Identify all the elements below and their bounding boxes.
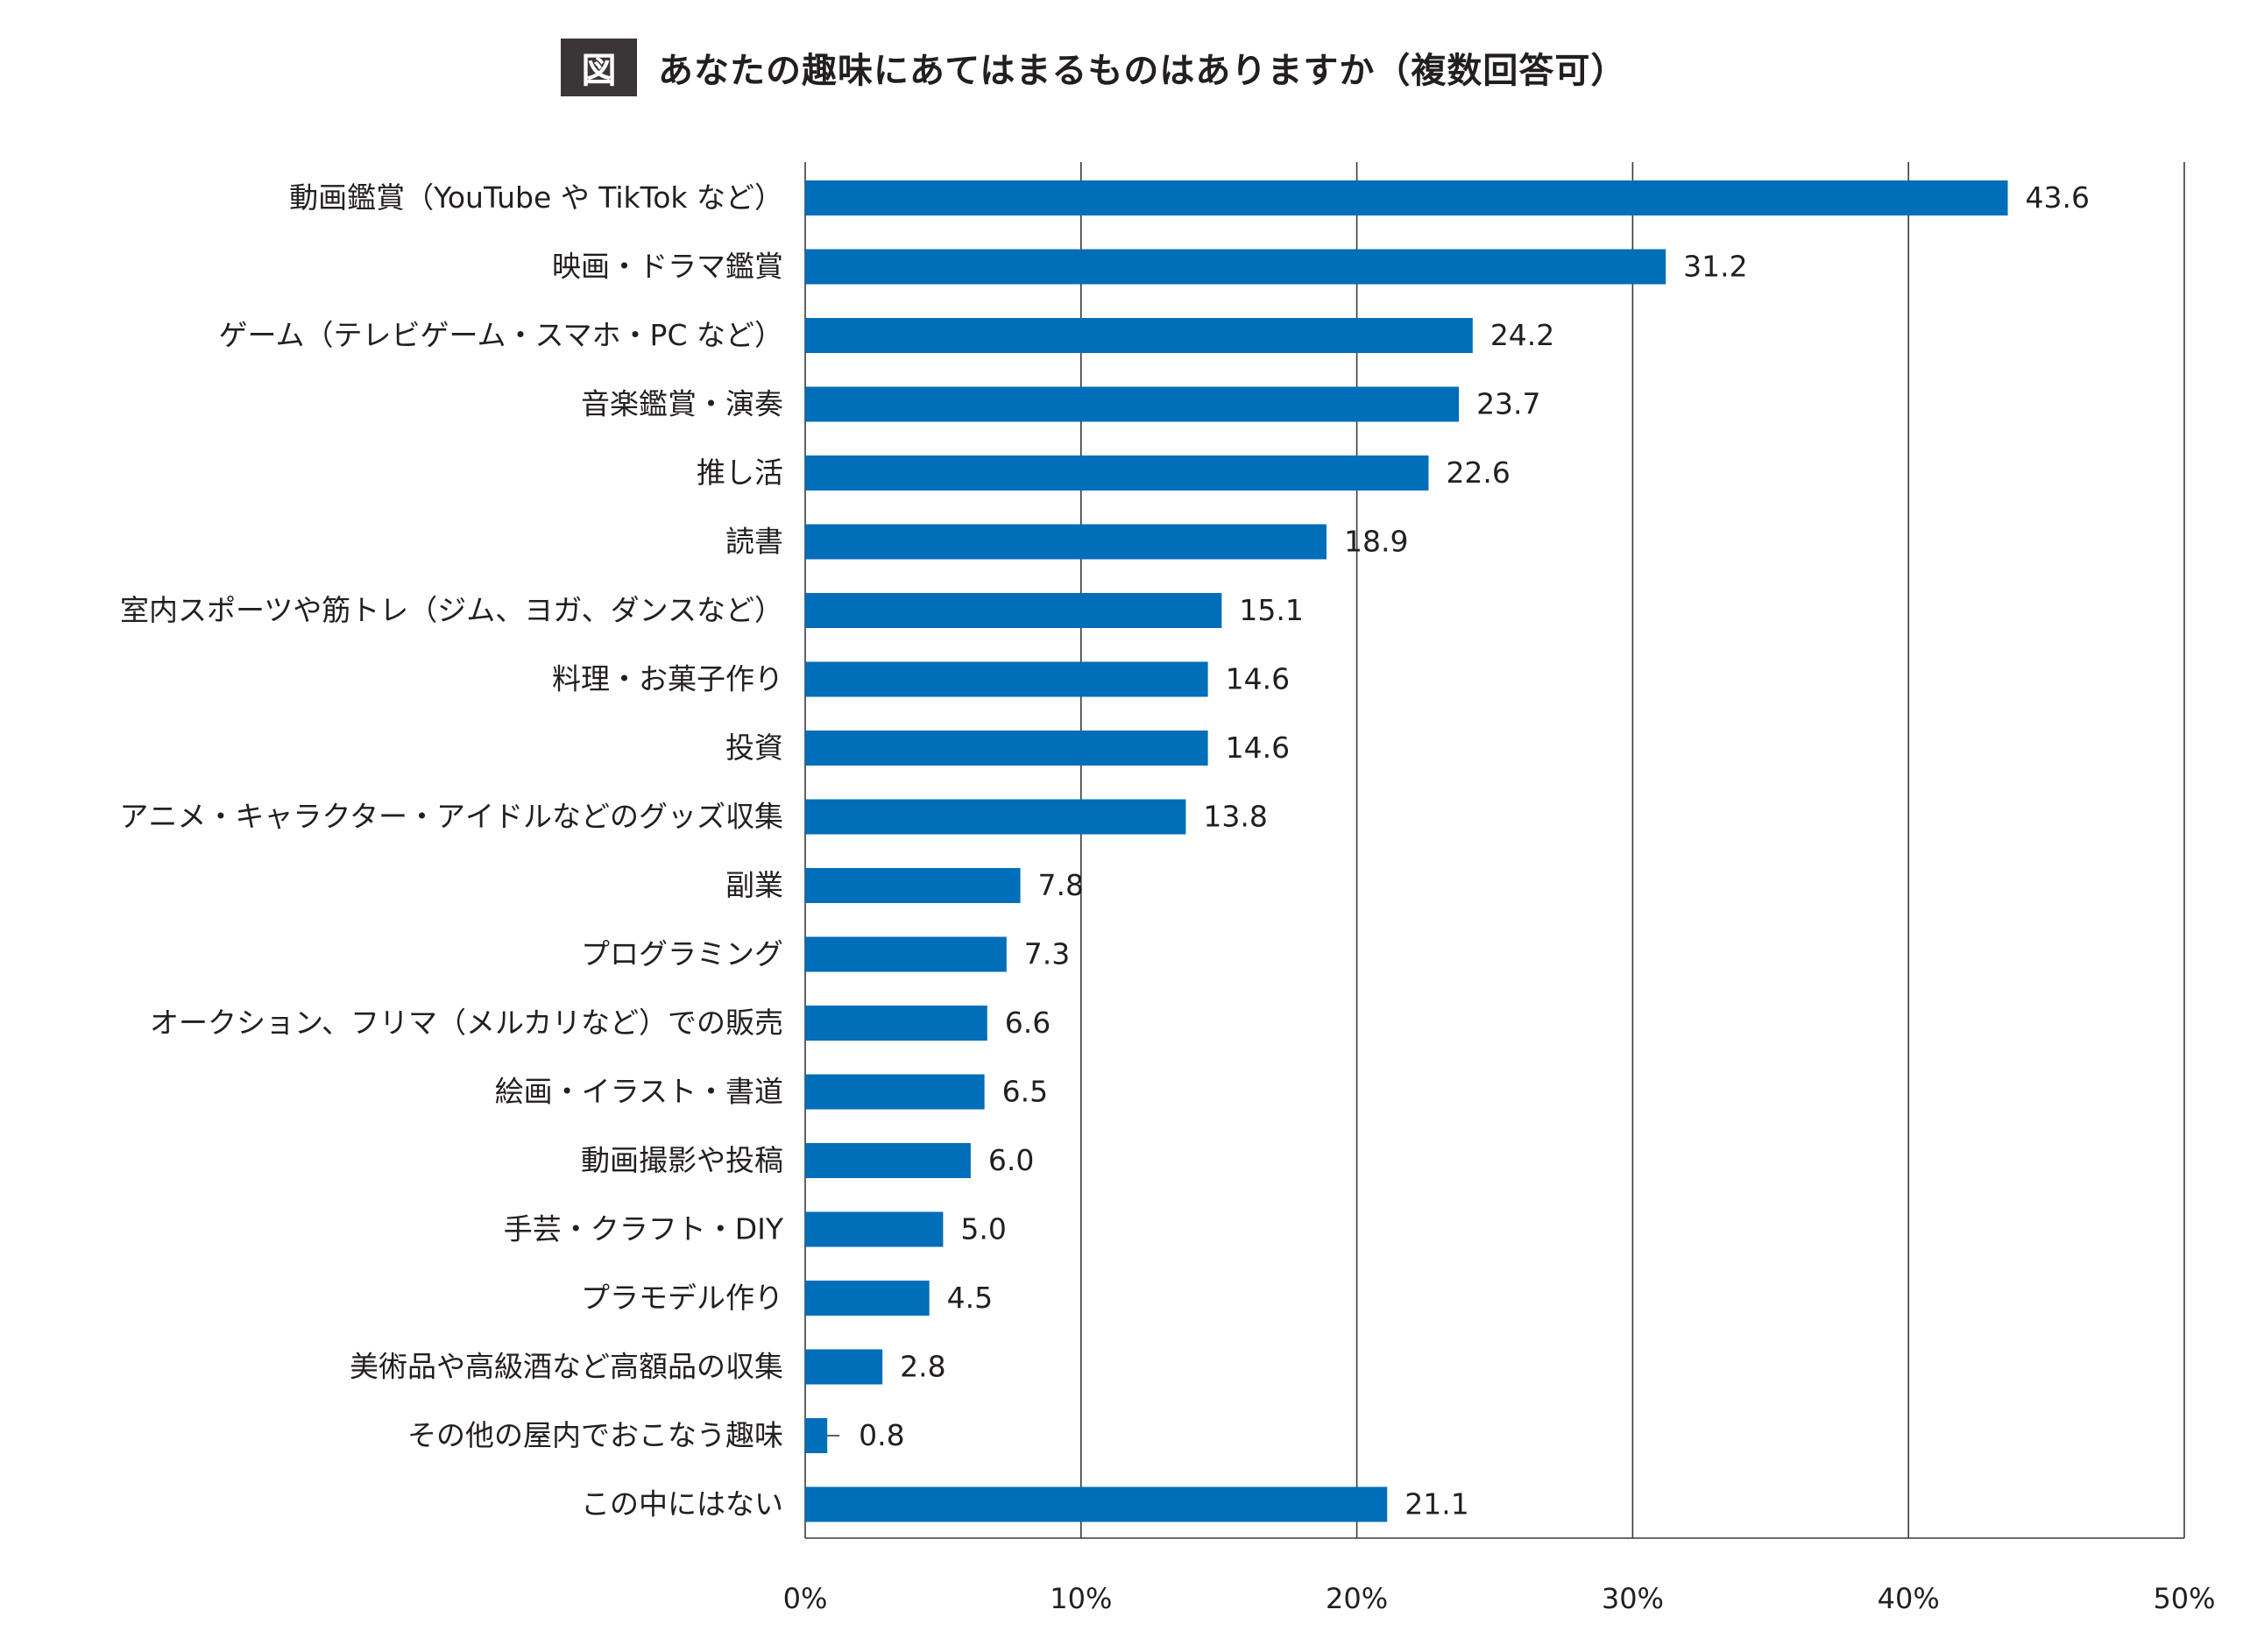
category-label: 絵画・イラスト・書道 xyxy=(495,1075,783,1109)
x-tick-label: 20% xyxy=(1326,1582,1388,1615)
value-label: 7.8 xyxy=(1038,868,1084,902)
value-label: 6.6 xyxy=(1005,1006,1051,1040)
bar xyxy=(805,1349,883,1385)
bar xyxy=(805,524,1327,560)
value-label: 43.6 xyxy=(2026,180,2090,215)
category-label: 室内スポーツや筋トレ（ジム、ヨガ、ダンスなど） xyxy=(120,593,783,627)
category-label: 読書 xyxy=(725,525,783,559)
category-label: この中にはない xyxy=(581,1487,783,1521)
category-label: プラモデル作り xyxy=(581,1281,783,1315)
category-label: 美術品や高級酒など高額品の収集 xyxy=(350,1350,783,1384)
value-label: 22.6 xyxy=(1446,455,1510,490)
value-label: 24.2 xyxy=(1490,318,1554,352)
value-label: 4.5 xyxy=(947,1281,993,1315)
bar xyxy=(805,1211,944,1247)
category-label: ゲーム（テレビゲーム・スマホ・PC など） xyxy=(219,318,783,352)
category-label: 投資 xyxy=(725,731,783,765)
category-label: その他の屋内でおこなう趣味 xyxy=(407,1418,783,1452)
value-label: 13.8 xyxy=(1203,800,1267,834)
bar xyxy=(805,1074,985,1110)
bar xyxy=(805,1486,1388,1522)
x-tick-label: 40% xyxy=(1878,1582,1940,1615)
bar xyxy=(805,1418,828,1453)
bar xyxy=(805,661,1208,697)
x-tick-label: 0% xyxy=(783,1582,828,1615)
bar xyxy=(805,249,1666,285)
category-label: 音楽鑑賞・演奏 xyxy=(581,387,783,421)
category-label: オークション、フリマ（メルカリなど）での販売 xyxy=(150,1006,783,1040)
value-label: 31.2 xyxy=(1683,250,1747,284)
value-label: 0.8 xyxy=(859,1418,904,1452)
value-label: 6.5 xyxy=(1002,1075,1048,1109)
bar xyxy=(805,731,1208,766)
bar xyxy=(805,593,1222,628)
category-label: 料理・お菓子作り xyxy=(552,662,783,696)
x-tick-label: 10% xyxy=(1050,1582,1112,1615)
value-label: 21.1 xyxy=(1405,1487,1468,1521)
category-label: プログラミング xyxy=(581,937,783,971)
chart-title: 図 あなたの趣味にあてはまるものはありますか（複数回答可） xyxy=(561,39,1626,96)
value-label: 23.7 xyxy=(1476,387,1540,421)
value-label: 6.0 xyxy=(988,1143,1034,1177)
value-label: 7.3 xyxy=(1024,937,1070,971)
bar xyxy=(805,1006,987,1041)
category-label: 副業 xyxy=(725,868,783,902)
bar xyxy=(805,868,1021,903)
category-label: 映画・ドラマ鑑賞 xyxy=(552,250,783,284)
category-label: 動画撮影や投稿 xyxy=(581,1143,783,1177)
value-label: 14.6 xyxy=(1226,662,1290,696)
category-label: 手芸・クラフト・DIY xyxy=(504,1212,784,1246)
value-label: 15.1 xyxy=(1239,593,1303,627)
bar xyxy=(805,936,1007,972)
bar xyxy=(805,180,2008,215)
category-label: 動画鑑賞（YouTube や TikTok など） xyxy=(289,180,783,215)
x-tick-label: 50% xyxy=(2153,1582,2215,1615)
bar xyxy=(805,318,1473,353)
bar xyxy=(805,799,1186,835)
title-badge: 図 xyxy=(561,39,637,96)
category-label: アニメ・キャラクター・アイドルなどのグッズ収集 xyxy=(119,800,783,834)
value-label: 5.0 xyxy=(960,1212,1006,1246)
value-label: 18.9 xyxy=(1344,525,1408,559)
bar xyxy=(805,386,1460,422)
x-tick-label: 30% xyxy=(1602,1582,1664,1615)
value-label: 2.8 xyxy=(900,1350,945,1384)
bar xyxy=(805,1281,930,1316)
bar xyxy=(805,1143,971,1178)
value-label: 14.6 xyxy=(1226,731,1290,765)
category-label: 推し活 xyxy=(697,455,783,490)
bar xyxy=(805,455,1429,491)
title-text: あなたの趣味にあてはまるものはありますか（複数回答可） xyxy=(658,51,1627,91)
